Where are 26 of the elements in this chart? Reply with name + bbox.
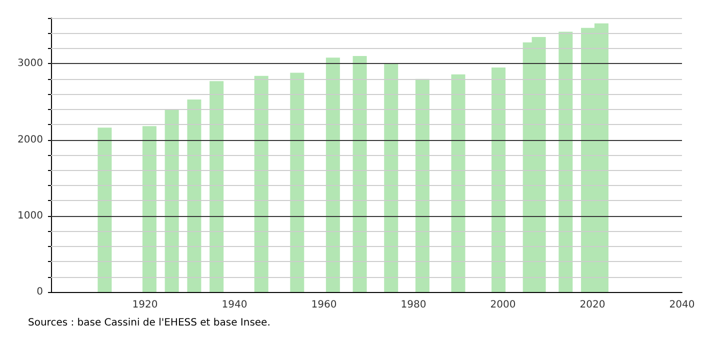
x-tick-label: 1980 [400,300,426,310]
bar [98,128,112,292]
bar [558,32,573,292]
bar [210,81,224,292]
bar [352,56,367,292]
bar [492,67,506,292]
source-note: Sources : base Cassini de l'EHESS et base Insee. [28,318,270,328]
bar [384,64,398,292]
bar [254,76,268,292]
bar [415,78,430,292]
y-tick-label: 0 [36,286,43,298]
bar [451,74,466,292]
bar [164,109,179,292]
bar [290,72,304,292]
x-tick-label: 1960 [311,300,337,310]
x-tick-label: 2020 [580,300,606,310]
x-tick-label: 1940 [222,300,248,310]
y-tick-label: 3000 [18,58,43,70]
bar [142,126,156,292]
bar [187,99,202,292]
bar [326,58,340,292]
y-tick-label: 1000 [18,210,43,222]
x-tick-label: 2000 [490,300,516,310]
y-tick-label: 2000 [18,134,43,146]
x-tick-label: 2040 [669,300,695,310]
x-tick-label: 1920 [132,300,158,310]
